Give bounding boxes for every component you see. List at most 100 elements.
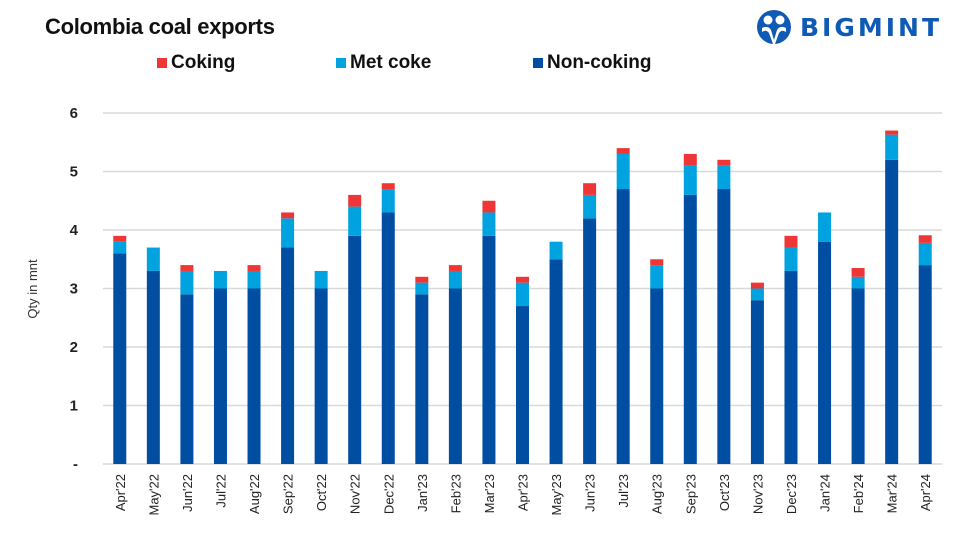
bar-met-coke bbox=[583, 194, 597, 219]
bar-non-coking bbox=[482, 235, 496, 464]
x-tick-label: May'23 bbox=[549, 474, 564, 516]
bar-non-coking bbox=[750, 300, 764, 464]
bar-coking bbox=[717, 159, 731, 166]
bar-coking bbox=[482, 200, 496, 213]
bar-coking bbox=[616, 148, 630, 154]
bar-met-coke bbox=[213, 270, 227, 289]
bar-met-coke bbox=[348, 206, 362, 236]
bar-met-coke bbox=[784, 247, 798, 271]
bar-coking bbox=[247, 265, 261, 271]
y-tick-label: 4 bbox=[70, 222, 79, 239]
bar-met-coke bbox=[113, 241, 127, 254]
x-tick-label: Sep'23 bbox=[683, 474, 698, 514]
bar-non-coking bbox=[113, 253, 127, 464]
bar-non-coking bbox=[448, 288, 462, 464]
bar-coking bbox=[113, 235, 127, 242]
x-tick-label: Dec'22 bbox=[381, 474, 396, 514]
y-tick-label: 3 bbox=[70, 281, 78, 298]
bar-met-coke bbox=[415, 282, 429, 295]
x-tick-label: Jun'22 bbox=[180, 474, 195, 512]
bar-met-coke bbox=[247, 270, 261, 289]
legend-label-coking: Coking bbox=[171, 52, 236, 73]
x-tick-label: Apr'24 bbox=[918, 474, 933, 511]
bar-met-coke bbox=[683, 165, 697, 195]
bar-non-coking bbox=[180, 294, 194, 464]
bar-met-coke bbox=[717, 165, 731, 190]
y-axis-label: Qty in mnt bbox=[25, 259, 40, 319]
bar-met-coke bbox=[616, 153, 630, 190]
bar-coking bbox=[784, 235, 798, 248]
bar-non-coking bbox=[549, 259, 563, 464]
bar-non-coking bbox=[885, 159, 899, 465]
bar-coking bbox=[583, 183, 597, 195]
x-tick-label: Mar'23 bbox=[482, 474, 497, 513]
x-tick-label: Apr'23 bbox=[516, 474, 531, 511]
bar-non-coking bbox=[784, 270, 798, 464]
bar-met-coke bbox=[482, 212, 496, 236]
bar-met-coke bbox=[918, 242, 932, 266]
bar-non-coking bbox=[213, 288, 227, 464]
legend-label-non-coking: Non-coking bbox=[547, 52, 652, 73]
bar-coking bbox=[885, 130, 899, 135]
bar-met-coke bbox=[381, 189, 395, 213]
bar-met-coke bbox=[750, 288, 764, 301]
x-tick-label: Jan'24 bbox=[818, 474, 833, 512]
legend: Coking Met coke Non-coking bbox=[0, 52, 967, 76]
y-tick-label: 1 bbox=[70, 398, 78, 415]
legend-item-coking: Coking bbox=[157, 52, 235, 74]
bar-non-coking bbox=[415, 294, 429, 464]
bar-non-coking bbox=[683, 194, 697, 464]
bar-non-coking bbox=[146, 270, 160, 464]
y-tick-label: 6 bbox=[70, 105, 78, 122]
bar-coking bbox=[348, 194, 362, 207]
bar-coking bbox=[851, 268, 865, 277]
x-tick-label: Nov'22 bbox=[348, 474, 363, 514]
bar-met-coke bbox=[180, 270, 194, 295]
bar-non-coking bbox=[616, 189, 630, 465]
x-tick-label: Aug'22 bbox=[247, 474, 262, 514]
bar-met-coke bbox=[818, 212, 832, 242]
bar-non-coking bbox=[583, 218, 597, 464]
bar-non-coking bbox=[650, 288, 664, 464]
chart-title: Colombia coal exports bbox=[45, 14, 275, 39]
bar-met-coke bbox=[650, 265, 664, 289]
legend-swatch-met-coke bbox=[336, 58, 346, 68]
bar-met-coke bbox=[146, 247, 160, 271]
bar-coking bbox=[683, 153, 697, 166]
bar-met-coke bbox=[885, 134, 899, 160]
bar-non-coking bbox=[918, 265, 932, 464]
legend-item-non-coking: Non-coking bbox=[533, 52, 652, 74]
bar-coking bbox=[918, 235, 932, 243]
x-tick-label: Nov'23 bbox=[750, 474, 765, 514]
bar-coking bbox=[415, 276, 429, 283]
bar-non-coking bbox=[717, 189, 731, 465]
x-tick-label: Feb'24 bbox=[851, 474, 866, 513]
legend-swatch-coking bbox=[157, 58, 167, 68]
x-tick-label: Aug'23 bbox=[650, 474, 665, 514]
legend-swatch-non-coking bbox=[533, 58, 543, 68]
x-tick-label: Jul'23 bbox=[616, 474, 631, 508]
brand-logo: BIGMINT bbox=[756, 8, 942, 46]
bars bbox=[113, 130, 932, 465]
bar-non-coking bbox=[348, 235, 362, 464]
bar-met-coke bbox=[851, 276, 865, 289]
bar-coking bbox=[381, 183, 395, 190]
bar-non-coking bbox=[851, 288, 865, 464]
x-axis-ticks: Apr'22 May'22 Jun'22 Jul'22 Aug'22 Sep'22 Oct'… bbox=[113, 474, 933, 516]
bar-coking bbox=[516, 276, 529, 283]
bar-met-coke bbox=[314, 270, 328, 289]
bar-non-coking bbox=[281, 247, 295, 464]
x-tick-label: Apr'22 bbox=[113, 474, 128, 511]
x-tick-label: Feb'23 bbox=[448, 474, 463, 513]
bar-coking bbox=[448, 265, 462, 271]
bar-non-coking bbox=[818, 241, 832, 464]
y-tick-label: 5 bbox=[70, 164, 78, 181]
bar-met-coke bbox=[516, 282, 529, 307]
bar-coking bbox=[650, 259, 664, 266]
x-tick-label: Jun'23 bbox=[583, 474, 598, 512]
y-tick-label: - bbox=[73, 456, 78, 473]
bar-non-coking bbox=[516, 306, 529, 464]
bar-met-coke bbox=[549, 241, 563, 260]
legend-item-met-coke: Met coke bbox=[336, 52, 431, 74]
